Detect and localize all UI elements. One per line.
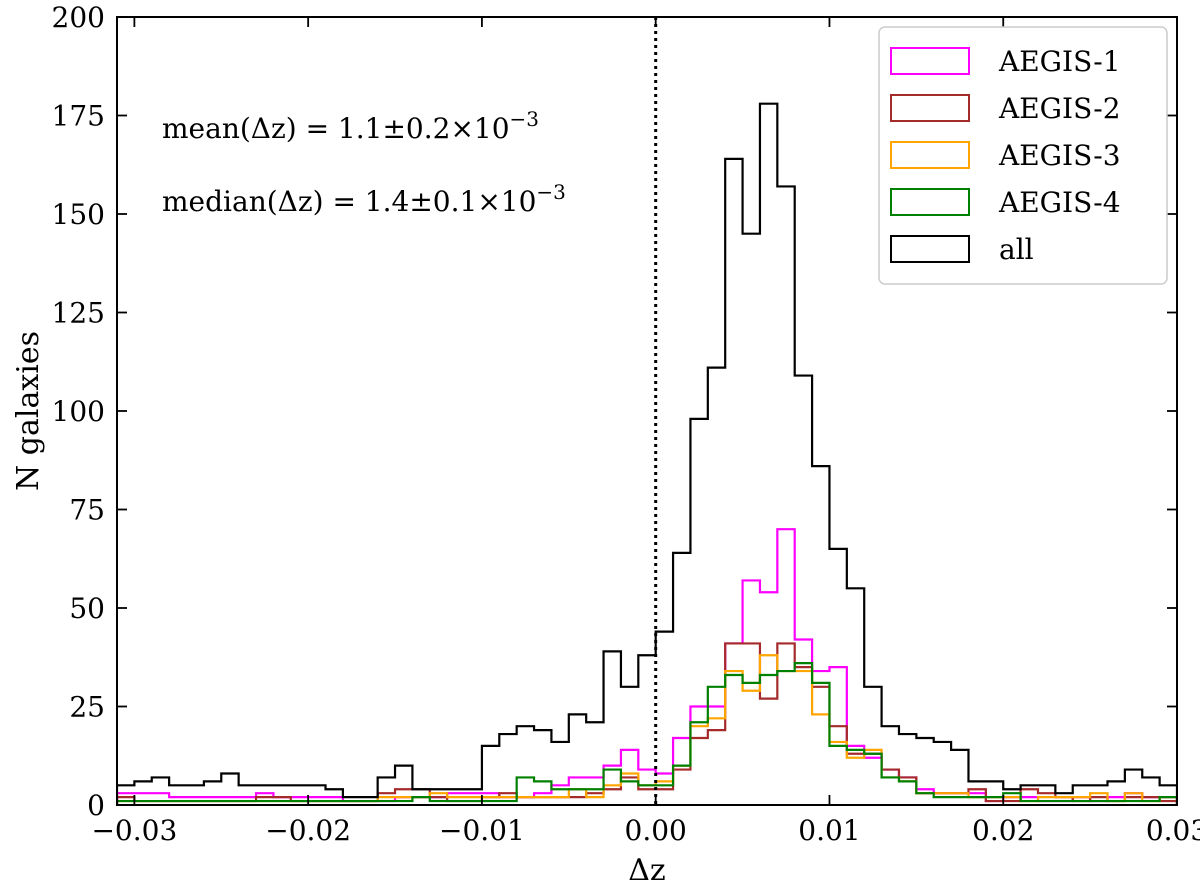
y-tick-label: 200 <box>52 1 105 34</box>
series-aegis-4 <box>117 662 1177 805</box>
x-tick-label: −0.01 <box>439 814 525 847</box>
stats-annotation: median(Δz) = 1.4±0.1×10−3 <box>162 180 566 218</box>
stats-annotation-text: median(Δz) = 1.4±0.1×10 <box>162 185 536 218</box>
y-tick-label: 100 <box>52 395 105 428</box>
x-tick-label: 0.03 <box>1146 814 1200 847</box>
stats-annotation-text: mean(Δz) = 1.1±0.2×10 <box>162 112 510 145</box>
stats-annotation-exponent: −3 <box>536 180 565 204</box>
legend-swatch <box>890 47 970 75</box>
series-group <box>117 102 1177 805</box>
x-tick-label: −0.03 <box>91 814 177 847</box>
legend: AEGIS-1 AEGIS-2 AEGIS-3 AEGIS-4 all <box>878 26 1168 285</box>
legend-label: AEGIS-1 <box>998 45 1121 78</box>
x-axis-label: Δz <box>628 853 665 888</box>
legend-label: AEGIS-2 <box>998 92 1121 125</box>
legend-label: all <box>999 233 1034 266</box>
series-aegis-3 <box>117 654 1177 805</box>
y-axis-label: N galaxies <box>11 331 46 491</box>
y-tick-label: 50 <box>69 592 105 625</box>
legend-label: AEGIS-3 <box>998 139 1121 172</box>
y-tick-label: 125 <box>52 297 105 330</box>
x-tick-label: 0.02 <box>972 814 1034 847</box>
series-aegis-1 <box>117 528 1177 805</box>
x-tick-label: 0.01 <box>798 814 860 847</box>
x-tick-label: 0.00 <box>625 814 687 847</box>
y-tick-label: 75 <box>69 494 105 527</box>
legend-swatch <box>890 188 970 216</box>
y-tick-label: 175 <box>52 100 105 133</box>
series-aegis-2 <box>117 642 1177 805</box>
legend-swatch <box>890 94 970 122</box>
legend-box <box>878 26 1168 285</box>
y-tick-label: 0 <box>87 789 105 822</box>
legend-swatch <box>890 141 970 169</box>
legend-label: AEGIS-4 <box>998 186 1121 219</box>
x-tick-label: −0.02 <box>265 814 351 847</box>
stats-annotation: mean(Δz) = 1.1±0.2×10−3 <box>162 107 539 145</box>
series-all <box>117 102 1177 805</box>
y-tick-label: 25 <box>69 691 105 724</box>
y-tick-label: 150 <box>52 198 105 231</box>
legend-swatch <box>890 235 970 263</box>
stats-annotation-exponent: −3 <box>510 107 539 131</box>
